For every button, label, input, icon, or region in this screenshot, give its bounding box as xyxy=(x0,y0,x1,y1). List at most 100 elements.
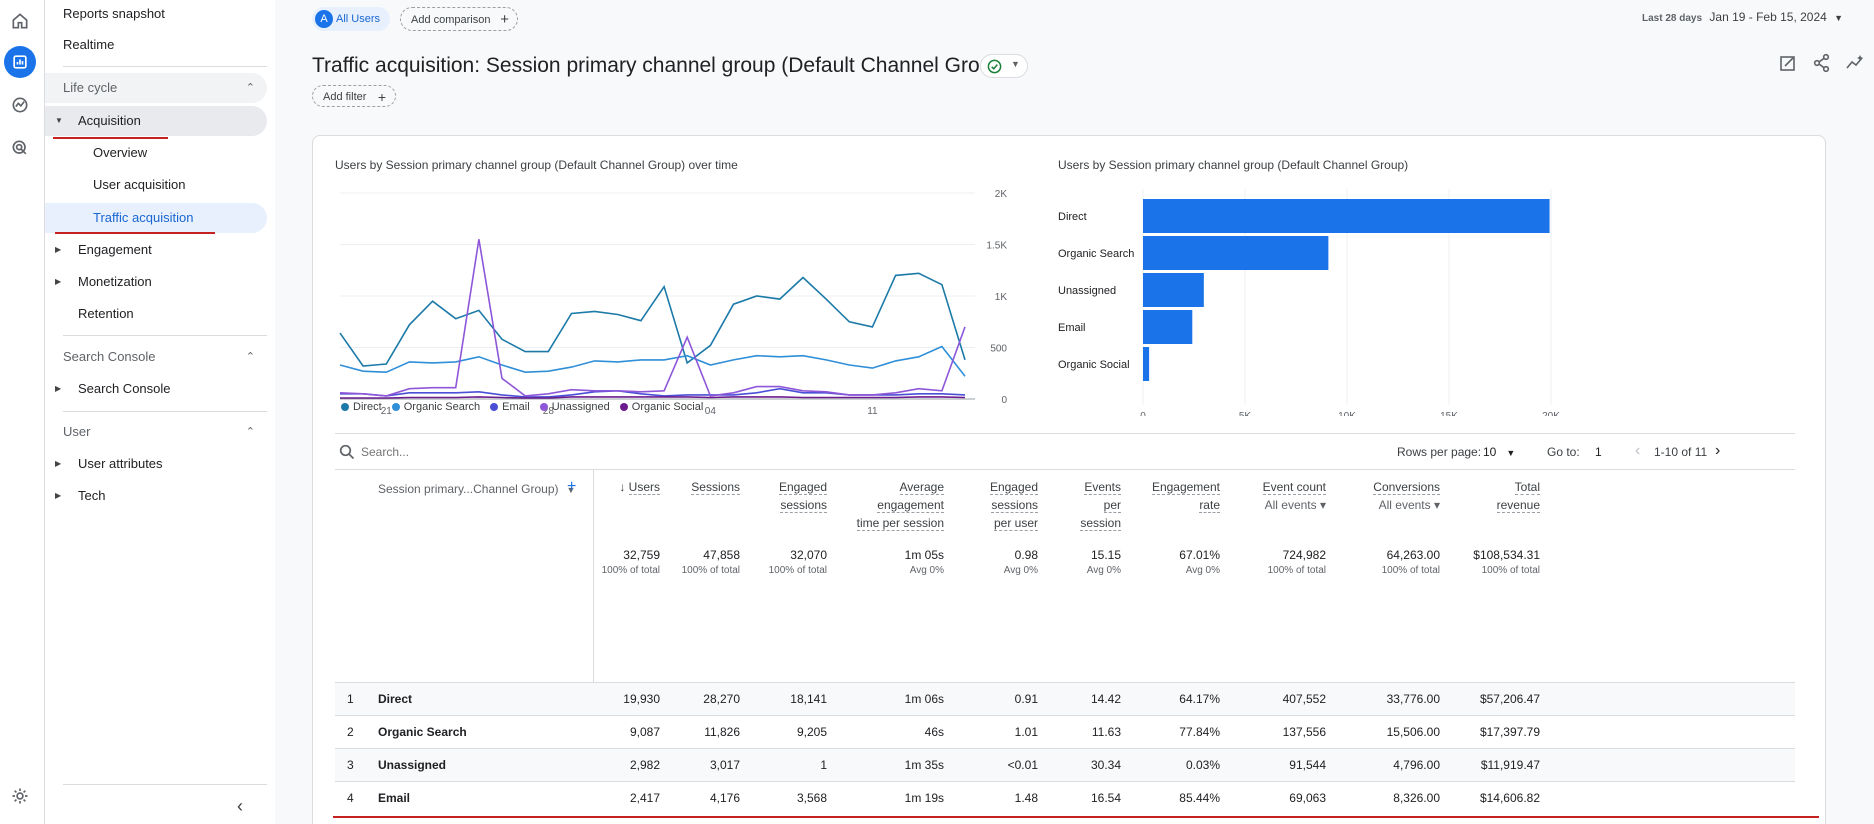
add-filter-button[interactable]: Add filter + xyxy=(312,85,396,107)
column-total: 0.98 xyxy=(1014,548,1038,562)
bar-unassigned xyxy=(1143,273,1204,307)
nav-traffic-acquisition[interactable]: Traffic acquisition xyxy=(45,203,267,233)
column-header-sessions[interactable]: Sessions xyxy=(691,478,740,496)
event-selector[interactable]: All events ▾ xyxy=(1263,496,1326,514)
table-row[interactable]: 4 Email 2,417 4,176 3,568 1m 19s 1.48 16.54 85.4… xyxy=(335,781,1795,814)
add-comparison-button[interactable]: Add comparison + xyxy=(400,7,518,31)
collapse-nav-icon[interactable]: ‹ xyxy=(237,796,243,816)
legend-item[interactable]: Unassigned xyxy=(539,401,610,413)
table-row[interactable]: 1 Direct 19,930 28,270 18,141 1m 06s 0.91 14.42… xyxy=(335,682,1795,715)
column-header-label: Users xyxy=(628,480,660,495)
nav-divider xyxy=(63,335,267,336)
cell-event_count: 407,552 xyxy=(1282,692,1326,706)
column-total: 67.01% xyxy=(1179,548,1220,562)
nav-search-console[interactable]: ▶ Search Console xyxy=(45,374,267,404)
goto-input[interactable]: 1 xyxy=(1595,445,1602,459)
column-header-events_per_session[interactable]: Events per session xyxy=(1080,478,1121,532)
nav-engagement[interactable]: ▶ Engagement xyxy=(45,235,267,265)
nav-user-attributes[interactable]: ▶ User attributes xyxy=(45,449,267,479)
nav-divider xyxy=(63,411,267,412)
date-range-picker[interactable]: Last 28 days Jan 19 - Feb 15, 2024 ▼ xyxy=(1642,10,1872,24)
row-channel-name[interactable]: Direct xyxy=(378,692,413,706)
table-search-input[interactable] xyxy=(361,442,661,462)
nav-tech[interactable]: ▶ Tech xyxy=(45,481,267,511)
row-channel-name[interactable]: Email xyxy=(378,791,411,805)
column-header-revenue[interactable]: Total revenue xyxy=(1496,478,1540,514)
nav-retention[interactable]: Retention xyxy=(45,299,267,329)
annotation-underline xyxy=(333,816,1819,818)
nav-user-acquisition[interactable]: User acquisition xyxy=(45,170,267,200)
cell-events_per_session: 14.42 xyxy=(1090,692,1121,706)
cell-conversions: 33,776.00 xyxy=(1386,692,1440,706)
title-status-dropdown[interactable]: ▼ xyxy=(980,54,1028,78)
column-total: 32,759 xyxy=(623,548,660,562)
column-header-label: rate xyxy=(1199,498,1220,513)
caret-right-icon: ▶ xyxy=(55,245,62,254)
column-header-conversions[interactable]: Conversions All events ▾ xyxy=(1373,478,1440,514)
cell-eng_rate: 0.03% xyxy=(1185,758,1220,772)
column-total: 32,070 xyxy=(790,548,827,562)
nav-label: Overview xyxy=(93,145,148,160)
bar-category-label: Unassigned xyxy=(1058,285,1116,297)
nav-acquisition[interactable]: ▼ Acquisition xyxy=(45,106,267,136)
customize-report-icon[interactable] xyxy=(1778,53,1798,73)
cell-engaged: 9,205 xyxy=(796,725,827,739)
column-total: 15.15 xyxy=(1090,548,1121,562)
column-header-avg_time[interactable]: Average engagement time per session xyxy=(856,478,944,532)
rows-per-page-select[interactable]: 10 ▼ xyxy=(1483,445,1515,459)
add-dimension-plus-icon[interactable]: + xyxy=(567,478,577,495)
line-chart-legend: Direct Organic Search Email Unassigned Organ… xyxy=(341,401,703,413)
insights-icon[interactable] xyxy=(1845,53,1865,73)
bar-organic-search xyxy=(1143,236,1329,270)
legend-item[interactable]: Email xyxy=(490,401,530,413)
reports-icon[interactable] xyxy=(4,46,36,78)
row-channel-name[interactable]: Unassigned xyxy=(378,758,447,772)
prev-page-icon[interactable]: ‹ xyxy=(1635,442,1641,459)
legend-item[interactable]: Organic Social xyxy=(619,401,703,413)
cell-events_per_session: 16.54 xyxy=(1090,791,1121,805)
advertising-icon[interactable] xyxy=(4,132,36,164)
section-life-cycle[interactable]: Life cycle ⌃ xyxy=(45,73,267,103)
nav-overview[interactable]: Overview xyxy=(45,138,267,168)
series-line-organic-social xyxy=(340,396,966,399)
row-channel-name[interactable]: Organic Search xyxy=(378,725,467,739)
explore-icon[interactable] xyxy=(4,89,36,121)
table-row[interactable]: 2 Organic Search 9,087 11,826 9,205 46s 1.01 11… xyxy=(335,715,1795,748)
segment-chip-all-users[interactable]: A All Users xyxy=(312,7,390,31)
table-row[interactable]: 3 Unassigned 2,982 3,017 1 1m 35s <0.01 30.34 0.… xyxy=(335,748,1795,781)
chevron-up-icon: ⌃ xyxy=(245,426,255,438)
column-header-users[interactable]: ↓ Users xyxy=(619,478,660,496)
cell-users: 2,982 xyxy=(629,758,660,772)
column-header-event_count[interactable]: Event count All events ▾ xyxy=(1262,478,1326,514)
add-filter-label: Add filter xyxy=(323,91,367,103)
column-header-label: time per session xyxy=(856,516,944,531)
column-header-eng_rate[interactable]: Engagement rate xyxy=(1151,478,1220,514)
legend-item[interactable]: Organic Search xyxy=(391,401,480,413)
nav-monetization[interactable]: ▶ Monetization xyxy=(45,267,267,297)
bar-chart[interactable]: 0 5K 10K 15K 20K Direct Organic Search Unassign… xyxy=(1058,181,1818,416)
section-user[interactable]: User ⌃ xyxy=(45,417,267,447)
dimension-column-header[interactable]: Session primary...Channel Group) ▼ xyxy=(378,482,575,496)
share-icon[interactable] xyxy=(1812,53,1832,73)
column-header-engaged[interactable]: Engaged sessions xyxy=(778,478,827,514)
column-header-eng_per_user[interactable]: Engaged sessions per user xyxy=(989,478,1038,532)
next-page-icon[interactable]: › xyxy=(1715,442,1721,459)
event-selector[interactable]: All events ▾ xyxy=(1373,496,1440,514)
column-total: 1m 05s xyxy=(904,548,944,562)
bar-direct xyxy=(1143,199,1550,233)
settings-gear-icon[interactable] xyxy=(4,780,36,812)
section-search-console[interactable]: Search Console ⌃ xyxy=(45,342,267,372)
legend-item[interactable]: Direct xyxy=(341,401,382,413)
x-tick-label: 20K xyxy=(1542,411,1560,416)
caret-right-icon: ▶ xyxy=(55,459,62,468)
plus-icon: + xyxy=(377,89,386,105)
nav-label: Acquisition xyxy=(78,113,141,128)
check-circle-icon xyxy=(987,59,1002,74)
cell-event_count: 69,063 xyxy=(1289,791,1326,805)
home-icon[interactable] xyxy=(4,5,36,37)
nav-realtime[interactable]: Realtime xyxy=(45,30,267,60)
column-header-label: per xyxy=(1103,498,1121,513)
nav-reports-snapshot[interactable]: Reports snapshot xyxy=(45,0,267,29)
bar-category-label: Email xyxy=(1058,322,1086,334)
